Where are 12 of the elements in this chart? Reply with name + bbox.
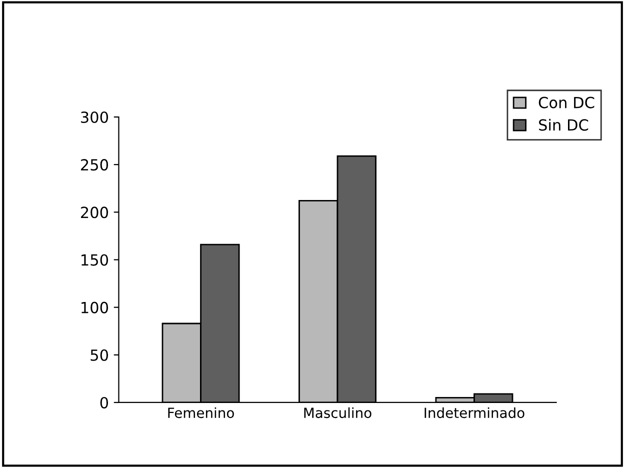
y-tick-label: 250 — [80, 159, 108, 171]
y-tick-label: 50 — [90, 349, 108, 361]
x-tick-label: Indeterminado — [424, 407, 524, 418]
y-tick-label: 300 — [81, 111, 108, 124]
y-tick-label: 0 — [100, 396, 108, 408]
legend-label: Con DC — [538, 96, 594, 108]
y-tick-label: 150 — [82, 254, 108, 266]
x-tick-label: Masculino — [304, 407, 372, 418]
y-tick-label: 100 — [82, 302, 108, 314]
legend-label: Sin DC — [539, 118, 588, 131]
x-tick-label: Femenino — [168, 407, 234, 418]
y-tick-label: 200 — [80, 206, 108, 218]
